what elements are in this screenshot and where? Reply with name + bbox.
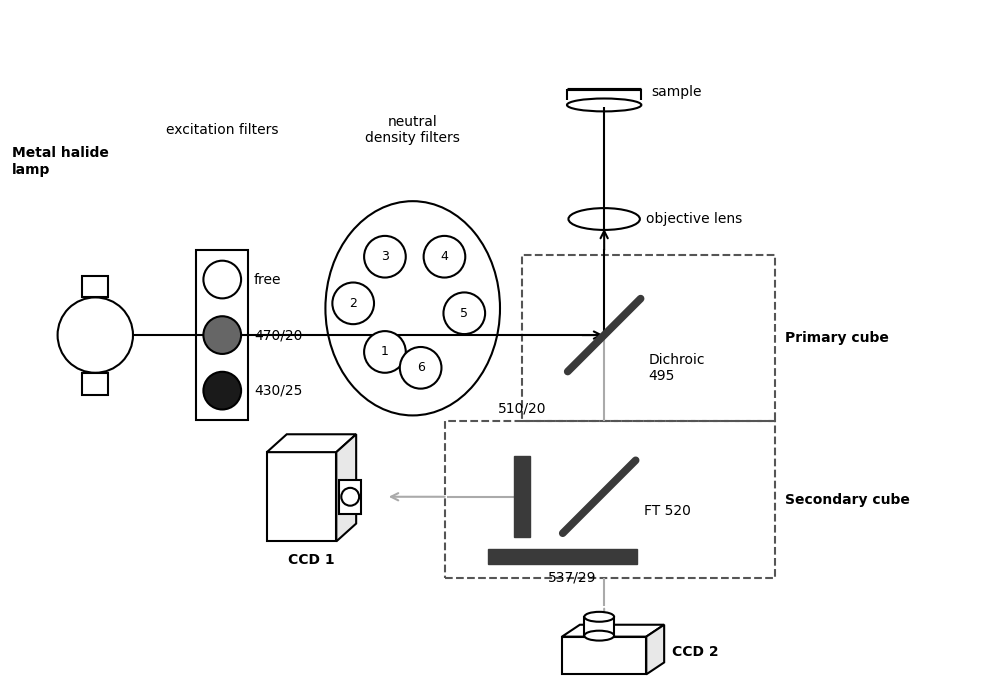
- Circle shape: [203, 316, 241, 354]
- Text: 470/20: 470/20: [254, 328, 302, 342]
- Text: FT 520: FT 520: [644, 504, 691, 518]
- Text: CCD 1: CCD 1: [288, 553, 335, 567]
- Circle shape: [443, 293, 485, 334]
- Text: 4: 4: [441, 250, 448, 263]
- Text: Primary cube: Primary cube: [785, 331, 889, 345]
- Text: 510/20: 510/20: [498, 402, 546, 415]
- Circle shape: [364, 331, 406, 373]
- Polygon shape: [336, 434, 356, 542]
- Ellipse shape: [584, 612, 614, 622]
- Text: 5: 5: [460, 307, 468, 319]
- Text: Metal halide
lamp: Metal halide lamp: [12, 146, 109, 177]
- Bar: [339, 480, 361, 513]
- Circle shape: [203, 372, 241, 409]
- Text: Dichroic
495: Dichroic 495: [649, 353, 705, 383]
- Ellipse shape: [584, 631, 614, 640]
- Circle shape: [364, 236, 406, 277]
- Text: free: free: [254, 273, 281, 286]
- Text: objective lens: objective lens: [646, 212, 742, 226]
- Bar: [82, 373, 108, 395]
- Text: Secondary cube: Secondary cube: [785, 493, 910, 506]
- Text: 537/29: 537/29: [548, 570, 597, 584]
- Circle shape: [424, 236, 465, 277]
- Bar: [584, 617, 614, 637]
- Circle shape: [400, 347, 441, 388]
- Bar: [445, 422, 775, 578]
- Polygon shape: [562, 624, 664, 637]
- Circle shape: [203, 261, 241, 298]
- Bar: [488, 549, 637, 564]
- Text: neutral
density filters: neutral density filters: [365, 115, 460, 145]
- Text: 3: 3: [381, 250, 389, 263]
- Bar: [196, 250, 248, 420]
- Text: excitation filters: excitation filters: [166, 123, 279, 137]
- Bar: [82, 275, 108, 297]
- Text: 2: 2: [349, 297, 357, 310]
- Polygon shape: [646, 624, 664, 674]
- Bar: [522, 255, 775, 422]
- Text: CCD 2: CCD 2: [672, 644, 719, 658]
- Text: 1: 1: [381, 346, 389, 358]
- Circle shape: [332, 282, 374, 324]
- Bar: [562, 637, 646, 674]
- Text: 430/25: 430/25: [254, 384, 302, 397]
- Bar: [267, 452, 336, 542]
- Text: 6: 6: [417, 362, 425, 374]
- Text: sample: sample: [652, 85, 702, 99]
- Polygon shape: [267, 434, 356, 452]
- Bar: [514, 456, 530, 538]
